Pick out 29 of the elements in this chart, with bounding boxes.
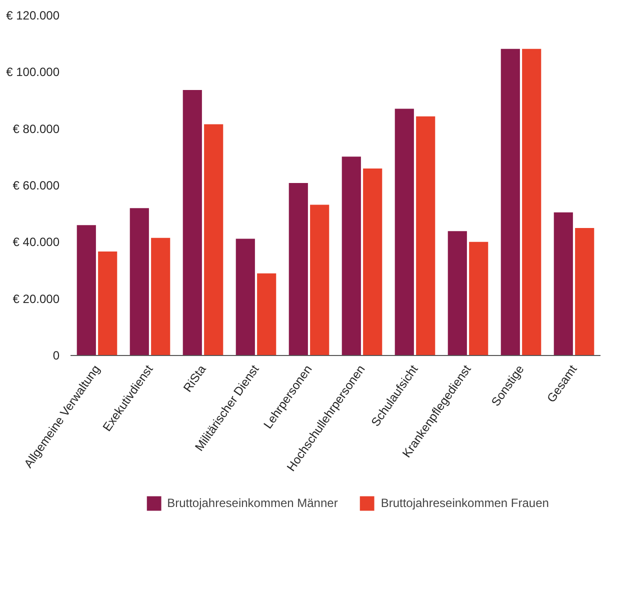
legend-label: Bruttojahreseinkommen Frauen — [380, 496, 549, 510]
bar — [98, 252, 118, 356]
bar — [469, 242, 488, 356]
bar — [416, 116, 436, 356]
bar — [575, 228, 594, 356]
bar — [448, 231, 467, 356]
bar — [204, 124, 224, 356]
bar — [342, 156, 361, 356]
bar — [310, 204, 330, 356]
y-tick-label: € 60.000 — [12, 178, 60, 192]
y-tick-label: € 80.000 — [12, 122, 60, 136]
bar — [257, 273, 276, 356]
y-tick-label: € 120.000 — [6, 8, 60, 22]
bar — [522, 48, 542, 356]
y-tick-label: 0 — [52, 348, 60, 362]
bar — [182, 90, 202, 356]
bar — [500, 48, 520, 356]
bar — [130, 208, 149, 356]
y-tick-label: € 40.000 — [12, 235, 60, 250]
bar — [554, 212, 573, 356]
legend-label: Bruttojahreseinkommen Männer — [167, 496, 338, 510]
y-tick-label: € 20.000 — [12, 292, 60, 306]
bar — [288, 182, 308, 356]
bar — [151, 238, 170, 356]
bar — [76, 225, 96, 356]
bar — [363, 168, 382, 356]
bar — [394, 108, 414, 356]
y-tick-label: € 100.000 — [6, 65, 60, 80]
bar — [236, 238, 255, 356]
